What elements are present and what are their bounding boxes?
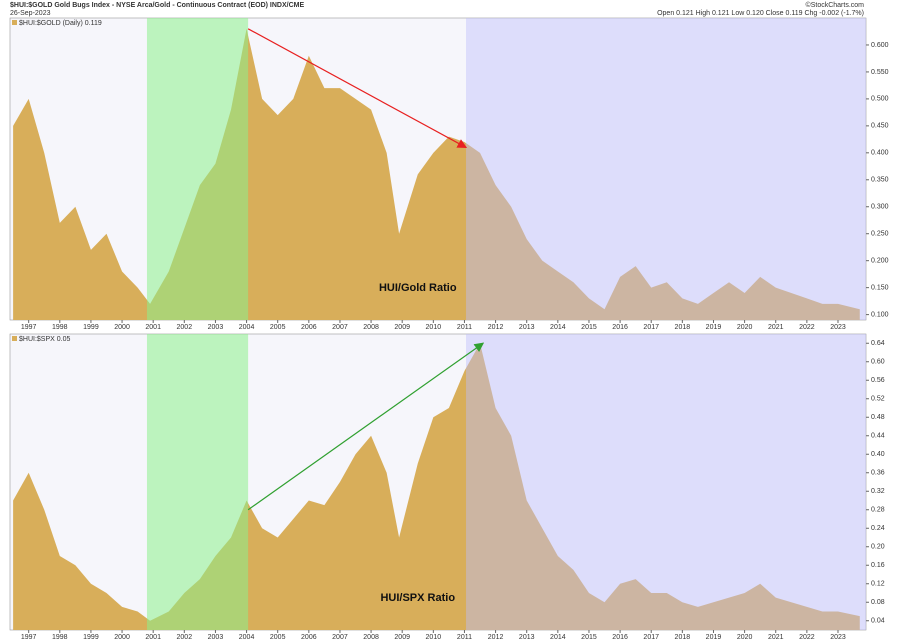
x-tick-label: 2003	[208, 634, 224, 641]
x-tick-label: 2023	[830, 324, 846, 331]
x-tick-label: 1999	[83, 324, 99, 331]
y-tick-label: 0.250	[871, 231, 889, 238]
y-tick-label: 0.350	[871, 177, 889, 184]
x-tick-label: 2012	[488, 634, 504, 641]
y-tick-label: 0.40	[871, 451, 885, 458]
x-tick-label: 2004	[239, 634, 255, 641]
y-tick-label: 0.32	[871, 488, 885, 495]
y-tick-label: 0.150	[871, 284, 889, 291]
y-tick-label: 0.64	[871, 340, 885, 347]
legend-label: $HUI:$GOLD (Daily) 0.119	[19, 20, 102, 27]
x-tick-label: 2006	[301, 634, 317, 641]
x-tick-label: 2019	[706, 324, 722, 331]
y-tick-label: 0.100	[871, 311, 889, 318]
highlight-band	[146, 334, 249, 630]
x-tick-label: 2011	[457, 634, 472, 641]
x-tick-label: 1997	[21, 634, 37, 641]
trend-arrow	[247, 342, 485, 511]
x-tick-label: 2013	[519, 324, 535, 331]
y-tick-label: 0.08	[871, 599, 885, 606]
x-tick-label: 2017	[643, 324, 659, 331]
x-tick-label: 2015	[581, 634, 597, 641]
x-tick-label: 1997	[21, 324, 37, 331]
y-tick-label: 0.200	[871, 258, 889, 265]
x-tick-label: 1998	[52, 324, 68, 331]
x-tick-label: 2016	[612, 324, 628, 331]
x-tick-label: 2005	[270, 324, 286, 331]
x-tick-label: 2004	[239, 324, 255, 331]
x-tick-label: 2020	[737, 324, 753, 331]
watermark: ©StockCharts.com	[806, 1, 865, 9]
x-tick-label: 2015	[581, 324, 597, 331]
highlight-band	[146, 18, 249, 320]
x-tick-label: 2022	[799, 324, 815, 331]
x-tick-label: 2006	[301, 324, 317, 331]
y-tick-label: 0.300	[871, 204, 889, 211]
highlight-band	[466, 334, 866, 630]
x-tick-label: 2022	[799, 634, 815, 641]
x-tick-label: 2021	[768, 324, 784, 331]
highlight-band	[466, 18, 866, 320]
annotation: HUI/Gold Ratio	[379, 282, 457, 294]
x-tick-label: 2012	[488, 324, 504, 331]
x-tick-label: 2017	[643, 634, 659, 641]
x-tick-label: 2013	[519, 634, 535, 641]
x-tick-label: 2003	[208, 324, 224, 331]
x-tick-label: 2014	[550, 634, 566, 641]
x-tick-label: 2010	[426, 634, 442, 641]
legend-swatch	[12, 336, 17, 341]
y-tick-label: 0.52	[871, 396, 885, 403]
x-tick-label: 2001	[145, 324, 161, 331]
x-tick-label: 2008	[363, 324, 379, 331]
y-tick-label: 0.28	[871, 507, 885, 514]
x-tick-label: 2021	[768, 634, 784, 641]
y-tick-label: 0.20	[871, 544, 885, 551]
y-tick-label: 0.36	[871, 470, 885, 477]
x-tick-label: 2005	[270, 634, 286, 641]
y-tick-label: 0.500	[871, 96, 889, 103]
price-info: Open 0.121 High 0.121 Low 0.120 Close 0.…	[657, 10, 864, 17]
y-tick-label: 0.12	[871, 581, 885, 588]
x-tick-label: 2016	[612, 634, 628, 641]
x-tick-label: 2014	[550, 324, 566, 331]
trend-arrow	[247, 28, 468, 149]
x-tick-label: 2009	[394, 324, 410, 331]
y-tick-label: 0.16	[871, 562, 885, 569]
x-tick-label: 2000	[114, 634, 130, 641]
y-tick-label: 0.450	[871, 123, 889, 130]
x-tick-label: 2019	[706, 634, 722, 641]
x-tick-label: 2002	[177, 324, 193, 331]
legend-label: $HUI:$SPX 0.05	[19, 336, 70, 343]
annotation: HUI/SPX Ratio	[380, 592, 455, 604]
y-tick-label: 0.44	[871, 433, 885, 440]
x-tick-label: 2009	[394, 634, 410, 641]
x-tick-label: 1999	[83, 634, 99, 641]
x-tick-label: 2008	[363, 634, 379, 641]
y-tick-label: 0.600	[871, 42, 889, 49]
x-tick-label: 2020	[737, 634, 753, 641]
x-tick-label: 1998	[52, 634, 68, 641]
x-tick-label: 2010	[426, 324, 442, 331]
x-tick-label: 2018	[675, 634, 691, 641]
y-tick-label: 0.56	[871, 377, 885, 384]
x-tick-label: 2002	[177, 634, 193, 641]
x-tick-label: 2011	[457, 324, 472, 331]
x-tick-label: 2000	[114, 324, 130, 331]
legend-swatch	[12, 20, 17, 25]
x-tick-label: 2001	[145, 634, 161, 641]
y-tick-label: 0.24	[871, 525, 885, 532]
x-tick-label: 2007	[332, 634, 348, 641]
x-tick-label: 2018	[675, 324, 691, 331]
y-tick-label: 0.04	[871, 618, 885, 625]
y-tick-label: 0.550	[871, 69, 889, 76]
x-tick-label: 2023	[830, 634, 846, 641]
chart-title: $HUI:$GOLD Gold Bugs Index - NYSE Arca/G…	[10, 2, 304, 9]
y-tick-label: 0.400	[871, 150, 889, 157]
chart-subtitle: 26-Sep-2023	[10, 10, 51, 17]
x-tick-label: 2007	[332, 324, 348, 331]
y-tick-label: 0.48	[871, 414, 885, 421]
y-tick-label: 0.60	[871, 359, 885, 366]
